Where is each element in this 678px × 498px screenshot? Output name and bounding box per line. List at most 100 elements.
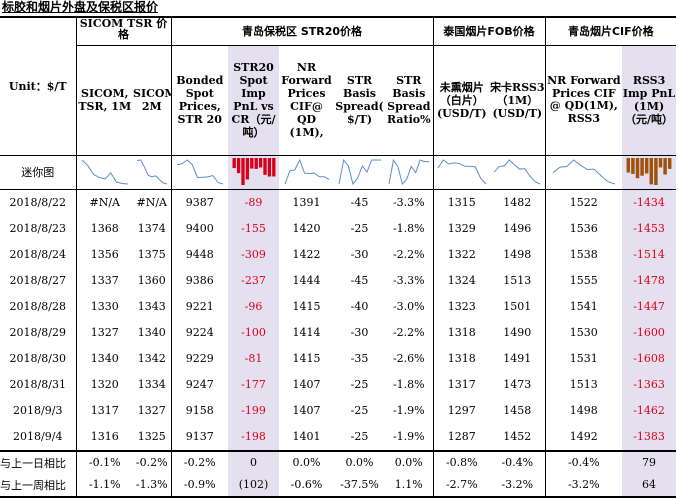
- table-cell: -30: [350, 326, 369, 339]
- spark-line: [176, 159, 223, 185]
- table-row: 2018/9/4 1316 1325 9137 -198 1401 -25 -1.9% 1287…: [0, 423, 677, 452]
- sparkline-icon: [284, 158, 329, 185]
- table-cell: #N/A: [75, 189, 133, 216]
- page-title: 标胶和烟片外盘及保税区报价: [2, 0, 159, 14]
- spark-bar: [245, 158, 249, 180]
- thai-group-header: 泰国烟片FOB价格: [432, 16, 546, 46]
- table-row: 2018/8/29 1327 1340 9224 -100 1414 -30 -2.2% 131…: [0, 319, 677, 346]
- table-cell: 1401: [279, 423, 335, 452]
- table-cell: 1323: [432, 293, 491, 320]
- row-date: 2018/8/27: [9, 274, 66, 287]
- spark-cell: [228, 155, 280, 189]
- table-cell: 1340: [75, 345, 133, 372]
- table-cell: -1478: [622, 267, 677, 294]
- row-date: 2018/8/28: [9, 300, 66, 313]
- spark-bar: [644, 158, 649, 174]
- spark-bar: [271, 158, 275, 177]
- table-cell: #N/A: [136, 196, 168, 209]
- table-cell: 9386: [170, 267, 229, 294]
- table-cell: -237: [228, 267, 280, 294]
- mini-chart-row: 迷你图: [0, 155, 677, 189]
- spark-bar: [667, 158, 672, 169]
- table-cell: 1420: [292, 222, 321, 235]
- spark-bar: [626, 158, 631, 173]
- table-cell: -81: [228, 345, 280, 372]
- table-cell: -1.9%: [392, 404, 425, 417]
- header-group-row: Unit：$/T SICOM TSR 价格 青岛保税区 STR20价格 泰国烟片…: [0, 16, 677, 155]
- table-cell: 0.0%: [292, 456, 321, 469]
- table-cell: 1531: [544, 345, 623, 372]
- spark-line: [284, 158, 329, 185]
- table-cell: 9247: [170, 371, 229, 398]
- table-cell: -89: [228, 189, 280, 216]
- table-cell: 1407: [292, 404, 321, 417]
- table-cell: -3.3%: [392, 274, 425, 287]
- bar-sparkline-icon: [232, 158, 275, 185]
- table-cell: 1498: [503, 248, 532, 261]
- table-cell: -3.3%: [392, 196, 425, 209]
- col-str20-imp-pnl: STR20 Spot Imp PnL vs CR（元/吨）: [228, 45, 280, 155]
- spark-bar: [249, 158, 253, 169]
- table-cell: -25: [350, 378, 369, 391]
- table-cell: -3.2%: [544, 473, 623, 498]
- table-cell: 1375: [137, 248, 166, 261]
- row-date: 2018/8/22: [9, 196, 66, 209]
- table-cell: -45: [350, 274, 369, 287]
- mini-chart-label: 迷你图: [21, 166, 55, 179]
- table-cell: -40: [350, 300, 369, 313]
- spark-cell: [334, 155, 385, 189]
- table-cell: 1444: [292, 274, 321, 287]
- sparkline-icon: [493, 159, 541, 185]
- table-cell: -30: [350, 248, 369, 261]
- table-cell: -0.2%: [170, 450, 229, 474]
- sparkline-icon: [338, 158, 381, 186]
- table-cell: -1383: [622, 423, 677, 452]
- table-cell: -3.2%: [490, 473, 546, 498]
- table-cell: 1501: [503, 300, 532, 313]
- comparison-rows: 与上一日相比 -0.1% -0.2% -0.2% 0 0.0% 0.0% 0.0% -0.8% -…: [0, 450, 677, 498]
- spark-bar: [240, 158, 245, 185]
- row-date: 2018/9/4: [0, 423, 76, 452]
- table-row: 2018/8/24 1356 1375 9448 -309 1422 -30 -2.2% 132…: [0, 241, 677, 268]
- table-cell: -1434: [622, 189, 677, 216]
- sicom-group-header: SICOM TSR 价格: [75, 16, 172, 46]
- table-row: 2018/8/30 1340 1342 9229 -81 1415 -35 -2.6% 1318…: [0, 345, 677, 372]
- table-cell: 79: [622, 450, 677, 474]
- table-cell: 9448: [170, 241, 229, 268]
- table-cell: 1374: [137, 222, 166, 235]
- spark-bar: [640, 158, 644, 176]
- table-cell: -1514: [622, 241, 677, 268]
- table-cell: -25: [350, 404, 369, 417]
- sparkline-icon: [437, 159, 487, 185]
- spark-bar: [232, 158, 236, 169]
- spark-line: [338, 158, 381, 186]
- table-cell: -45: [350, 196, 369, 209]
- qingdao-group-header: 青岛保税区 STR20价格: [170, 16, 434, 46]
- table-cell: 1325: [133, 423, 172, 452]
- spark-line: [136, 159, 167, 185]
- table-cell: -2.6%: [392, 352, 425, 365]
- table-cell: 1473: [503, 378, 532, 391]
- table-cell: 1498: [544, 397, 623, 424]
- price-table: Unit：$/T SICOM TSR 价格 青岛保税区 STR20价格 泰国烟片…: [0, 16, 677, 498]
- table-cell: 9387: [170, 189, 229, 216]
- table-cell: 1536: [544, 215, 623, 242]
- table-cell: 1513: [503, 274, 532, 287]
- table-cell: -0.2%: [135, 456, 168, 469]
- table-cell: 64: [622, 473, 677, 498]
- spark-line: [81, 159, 128, 185]
- table-cell: -1363: [622, 371, 677, 398]
- spark-bar: [649, 158, 654, 185]
- spark-bar: [635, 158, 640, 179]
- table-cell: 1342: [137, 352, 166, 365]
- row-date: 2018/8/24: [9, 248, 66, 261]
- cif-group-header: 青岛烟片CIF价格: [544, 16, 677, 46]
- spark-bar: [663, 158, 667, 175]
- spark-line: [552, 159, 615, 185]
- spark-bar: [254, 158, 258, 169]
- table-cell: -0.9%: [170, 473, 229, 498]
- spark-cell: [75, 155, 133, 189]
- spark-bar: [658, 158, 663, 168]
- table-cell: -1462: [622, 397, 677, 424]
- table-cell: 1458: [503, 404, 532, 417]
